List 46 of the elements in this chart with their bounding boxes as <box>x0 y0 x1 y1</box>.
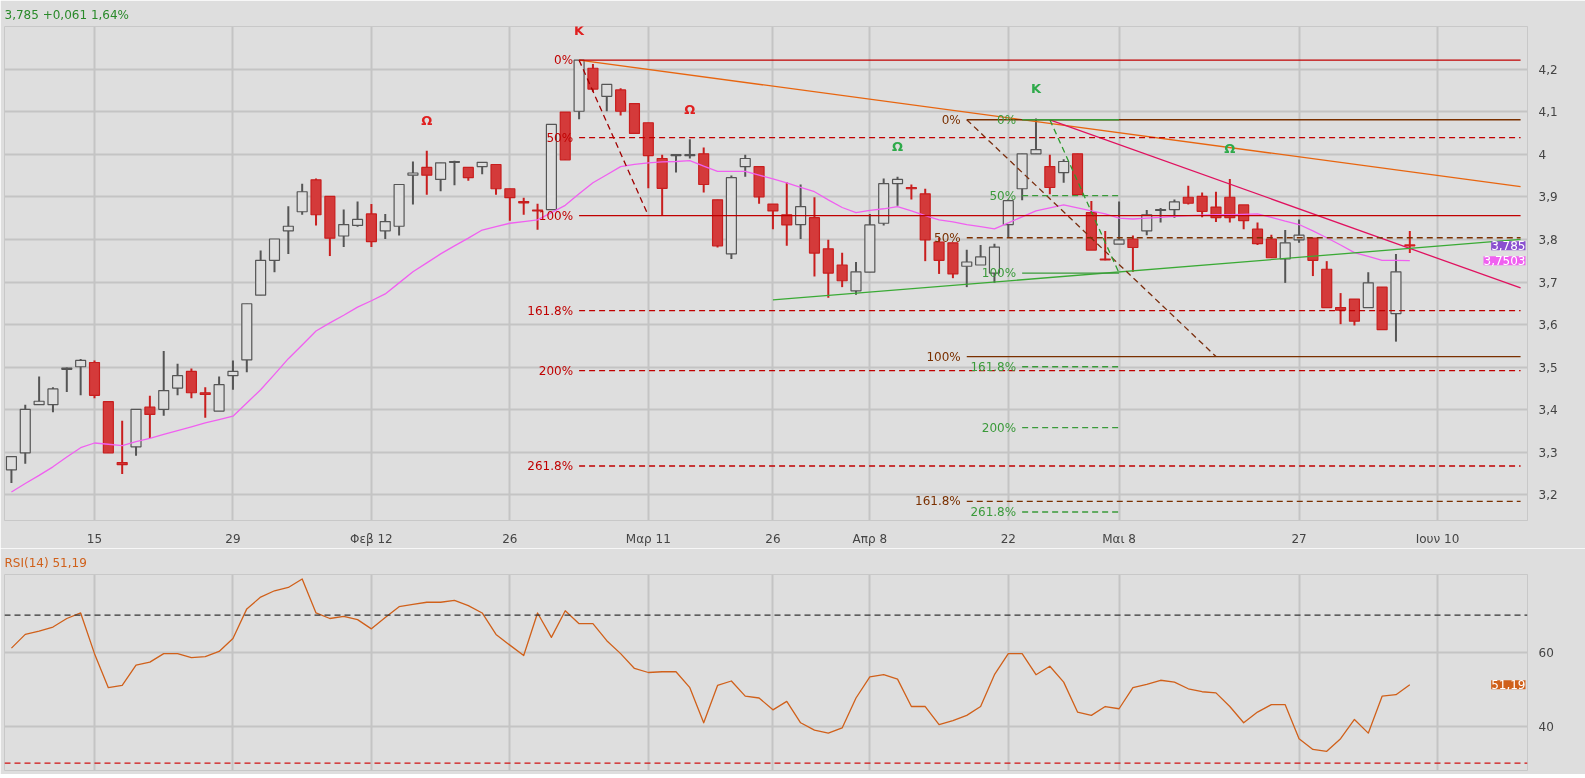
x-tick-label: 26 <box>502 531 518 546</box>
y-tick-label: 40 <box>1538 719 1554 734</box>
x-tick-label: 22 <box>1000 531 1016 546</box>
y-tick-label: 3,4 <box>1538 403 1558 418</box>
annotation: Ω <box>892 139 904 155</box>
y-tick-label: 4,2 <box>1538 62 1558 77</box>
y-tick-label: 3,3 <box>1538 445 1558 460</box>
series-label: 161.8% <box>915 494 961 509</box>
annotation: Ω <box>421 113 433 129</box>
series-label: 261.8% <box>527 458 574 473</box>
series-label: 0% <box>554 53 574 68</box>
series-label: 100% <box>538 208 574 223</box>
annotation: 51,19 <box>1491 678 1526 693</box>
x-tick-label: Απρ 8 <box>852 531 888 546</box>
y-tick-label: 3,5 <box>1538 360 1558 375</box>
x-tick-label: 26 <box>765 531 781 546</box>
series-label: 100% <box>926 349 961 364</box>
x-tick-label: Ιουν 10 <box>1415 531 1460 546</box>
chart-title: RSI(14) 51,19 <box>4 555 87 570</box>
annotation: 3,785 <box>1491 239 1526 254</box>
y-tick-label: 60 <box>1538 645 1554 660</box>
y-tick-label: 3,9 <box>1538 190 1558 205</box>
series-label: 200% <box>981 420 1017 435</box>
annotation: K <box>1030 80 1042 96</box>
series-label: 161.8% <box>970 359 1017 374</box>
x-tick-label: 29 <box>225 531 241 546</box>
chart-title: 3,785 +0,061 1,64% <box>4 7 130 22</box>
x-tick-label: Φεβ 12 <box>350 531 393 546</box>
y-tick-label: 3,2 <box>1538 488 1558 503</box>
series-label: 161.8% <box>527 303 574 318</box>
y-tick-label: 3,7 <box>1538 275 1558 290</box>
y-tick-label: 3,8 <box>1538 232 1558 247</box>
y-tick-label: 3,6 <box>1538 318 1558 333</box>
x-tick-label: 27 <box>1291 531 1307 546</box>
series-label: 0% <box>941 112 961 127</box>
x-tick-label: 15 <box>86 531 103 546</box>
x-tick-label: Μαι 8 <box>1102 531 1136 546</box>
series-label: 50% <box>934 230 961 245</box>
annotation: Ω <box>684 101 696 117</box>
y-tick-label: 4 <box>1538 147 1547 162</box>
y-tick-label: 4,1 <box>1538 105 1558 120</box>
series-label: 50% <box>989 188 1017 203</box>
series-label: 261.8% <box>970 504 1017 519</box>
x-tick-label: Μαρ 11 <box>625 531 671 546</box>
series-label: 200% <box>538 363 574 378</box>
annotation: 3,7503 <box>1483 254 1526 269</box>
